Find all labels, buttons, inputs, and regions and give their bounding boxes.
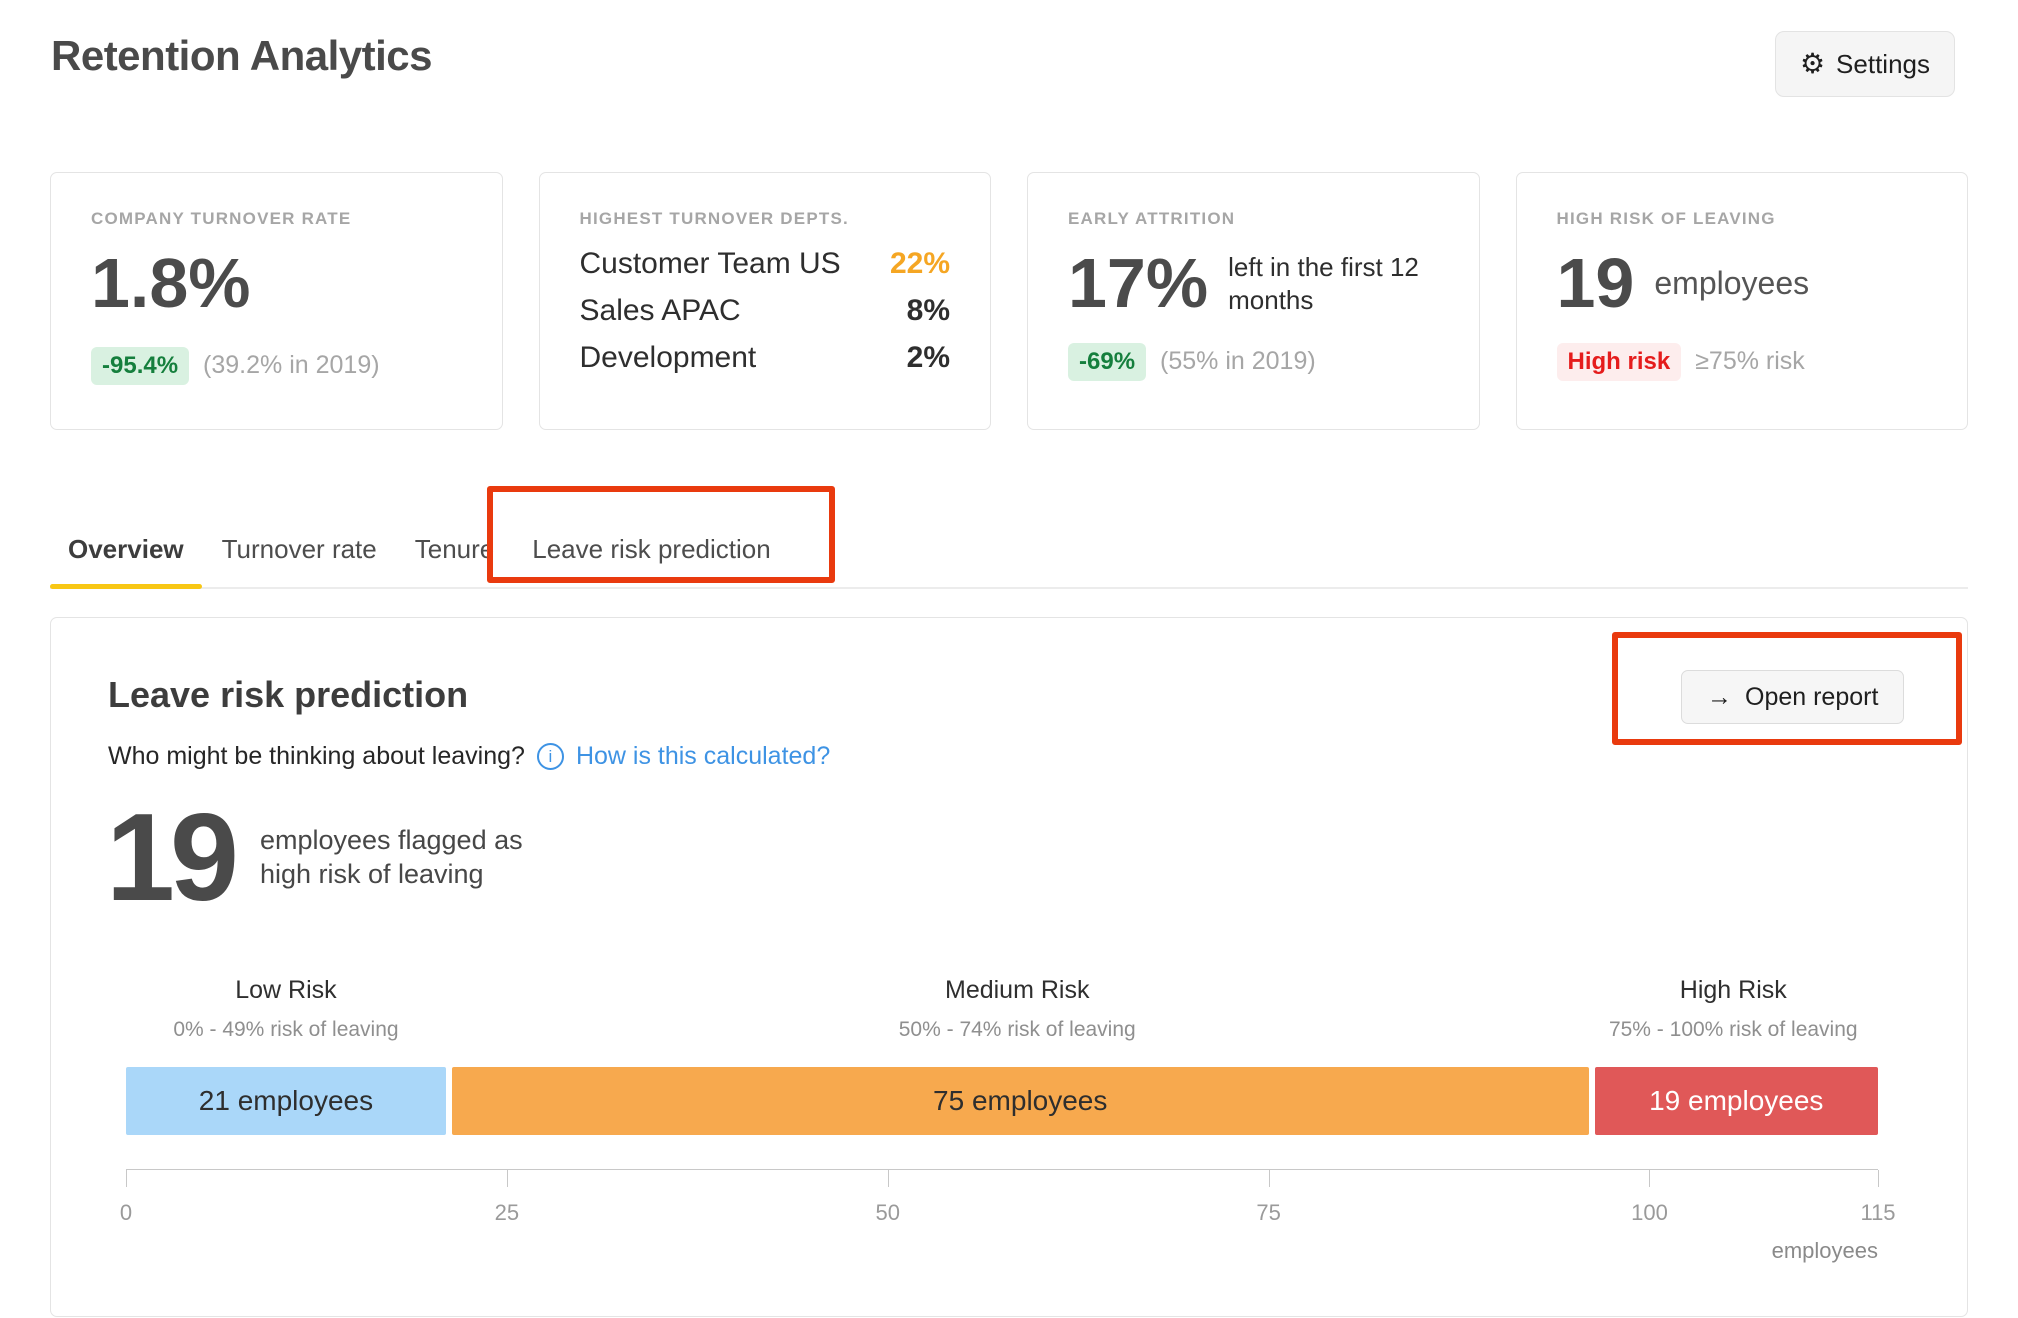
card-label: HIGHEST TURNOVER DEPTS. [579, 209, 849, 228]
high-risk-count: 19 [1556, 244, 1635, 322]
flagged-description: employees flagged as high risk of leavin… [260, 824, 523, 892]
dept-row: Sales APAC 8% [580, 294, 951, 328]
axis-tick [1878, 1170, 1879, 1187]
axis-tick-label: 115 [1860, 1200, 1896, 1225]
page-title: Retention Analytics [51, 32, 433, 79]
arrow-right-icon: → [1707, 682, 1732, 711]
leave-risk-panel: Leave risk prediction Who might be think… [50, 617, 1968, 1317]
card-highest-turnover-depts: HIGHEST TURNOVER DEPTS. Customer Team US… [538, 172, 991, 430]
risk-category-label-2: High Risk 75% - 100% risk of leaving [1608, 976, 1858, 1041]
panel-title: Leave risk prediction [108, 674, 469, 715]
card-company-turnover-rate: COMPANY TURNOVER RATE 1.8% -95.4% (39.2%… [50, 172, 503, 430]
kpi-cards-row: COMPANY TURNOVER RATE 1.8% -95.4% (39.2%… [50, 172, 1968, 430]
dept-value: 2% [906, 341, 950, 374]
card-label: HIGH RISK OF LEAVING [1556, 209, 1776, 228]
tab-leave-risk-prediction[interactable]: Leave risk prediction [532, 534, 771, 564]
risk-bar-segment-2: 19 employees [1594, 1067, 1878, 1135]
flagged-headline: 19 employees flagged as high risk of lea… [106, 796, 523, 920]
flagged-count: 19 [106, 789, 239, 927]
early-attrition-description: left in the first 12 months [1228, 252, 1419, 315]
dept-name: Customer Team US [579, 247, 841, 280]
turnover-context: (39.2% in 2019) [203, 351, 380, 380]
risk-category-label-0: Low Risk 0% - 49% risk of leaving [173, 976, 399, 1041]
high-risk-context: ≥75% risk [1695, 347, 1805, 376]
dept-row: Customer Team US 22% [580, 247, 951, 281]
card-label: COMPANY TURNOVER RATE [91, 209, 352, 228]
tab-overview[interactable]: Overview [50, 524, 202, 589]
card-label: EARLY ATTRITION [1068, 209, 1236, 228]
risk-bar-segment-1: 75 employees [451, 1067, 1589, 1135]
dept-row: Development 2% [580, 341, 951, 375]
card-high-risk-of-leaving: HIGH RISK OF LEAVING 19 employees High r… [1515, 172, 1968, 430]
open-report-button[interactable]: → Open report [1681, 670, 1905, 724]
turnover-rate-value: 1.8% [91, 244, 251, 322]
early-attrition-context: (55% in 2019) [1160, 347, 1316, 376]
info-icon[interactable]: i [536, 743, 564, 770]
risk-distribution-chart: Low Risk 0% - 49% risk of leaving Medium R… [120, 618, 1896, 1318]
early-attrition-delta-badge: -69% [1068, 342, 1147, 382]
risk-category-label-1: Medium Risk 50% - 74% risk of leaving [898, 976, 1136, 1041]
high-risk-unit: employees [1654, 265, 1810, 302]
risk-bar-segment-0: 21 employees [126, 1067, 446, 1135]
risk-bars: 21 employees 75 employees 19 employees [126, 1067, 1878, 1135]
card-early-attrition: EARLY ATTRITION 17% left in the first 12… [1027, 172, 1480, 430]
axis-tick-label: 50 [875, 1200, 900, 1225]
panel-question: Who might be thinking about leaving? [108, 742, 525, 770]
x-axis-unit-label: employees [1771, 1238, 1878, 1263]
early-attrition-value: 17% [1068, 244, 1209, 322]
axis-tick-label: 100 [1631, 1200, 1668, 1225]
how-calculated-link[interactable]: How is this calculated? [575, 742, 831, 770]
settings-button-label: Settings [1836, 48, 1930, 79]
open-report-label: Open report [1745, 682, 1879, 711]
x-axis: employees 0 25 50 75 100 115 [120, 1169, 1896, 1279]
gear-icon: ⚙ [1799, 48, 1826, 79]
axis-tick [126, 1170, 127, 1187]
axis-tick-label: 25 [494, 1200, 520, 1225]
tab-bar: Overview Turnover rate Tenure Leave risk… [50, 524, 1968, 589]
settings-button[interactable]: ⚙ Settings [1774, 31, 1955, 97]
axis-tick [506, 1170, 508, 1187]
axis-tick [1649, 1170, 1651, 1187]
dept-name: Sales APAC [579, 294, 741, 327]
axis-tick-label: 0 [119, 1200, 133, 1225]
turnover-delta-badge: -95.4% [91, 346, 190, 386]
tab-tenure[interactable]: Tenure [414, 534, 495, 564]
dept-name: Development [579, 341, 757, 374]
high-risk-badge: High risk [1556, 342, 1682, 382]
flagged-description-line1: employees flagged as [259, 825, 523, 856]
tab-turnover-rate[interactable]: Turnover rate [221, 534, 377, 564]
axis-tick [887, 1170, 889, 1187]
flagged-description-line2: high risk of leaving [259, 859, 484, 889]
axis-tick [1268, 1170, 1270, 1187]
dept-value: 22% [889, 247, 950, 280]
dept-value: 8% [906, 294, 950, 327]
axis-tick-label: 75 [1256, 1200, 1281, 1225]
